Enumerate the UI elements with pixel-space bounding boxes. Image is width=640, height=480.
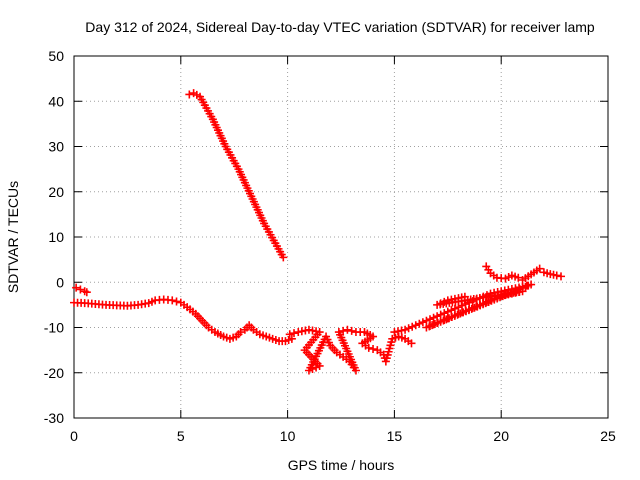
data-point xyxy=(72,283,81,292)
data-point xyxy=(429,320,438,329)
data-point xyxy=(287,334,296,343)
data-point xyxy=(369,344,378,353)
data-point xyxy=(334,328,343,337)
data-point xyxy=(433,300,442,309)
data-point xyxy=(557,272,566,281)
data-point xyxy=(436,317,445,326)
data-point xyxy=(339,326,348,335)
data-point xyxy=(279,253,288,262)
data-point xyxy=(185,90,194,99)
data-point xyxy=(408,322,417,331)
data-point xyxy=(440,297,449,306)
data-point xyxy=(514,273,523,282)
x-axis-label: GPS time / hours xyxy=(288,457,395,473)
data-point xyxy=(450,304,459,313)
data-point xyxy=(465,305,474,314)
data-point xyxy=(447,312,456,321)
data-point xyxy=(552,271,561,280)
data-point xyxy=(433,318,442,327)
x-tick-label: 25 xyxy=(600,428,616,444)
y-tick-label: 30 xyxy=(48,139,64,155)
data-point xyxy=(82,288,91,297)
data-point xyxy=(236,328,245,337)
data-point xyxy=(426,315,434,324)
data-point xyxy=(315,361,324,370)
data-point xyxy=(535,264,544,273)
data-point xyxy=(443,307,452,316)
data-point xyxy=(447,306,456,315)
y-tick-label: -10 xyxy=(44,320,64,336)
x-axis: 0 5 10 15 20 25 xyxy=(70,56,616,444)
data-point xyxy=(436,310,445,319)
data-point xyxy=(460,292,469,301)
y-tick-label: 50 xyxy=(48,48,64,64)
data-point xyxy=(364,343,373,352)
data-point xyxy=(475,300,484,309)
y-tick-label: -30 xyxy=(44,410,64,426)
x-tick-label: 5 xyxy=(177,428,185,444)
grid xyxy=(74,56,608,418)
data-point xyxy=(450,311,459,320)
data-point xyxy=(440,315,449,324)
chart-title: Day 312 of 2024, Sidereal Day-to-day VTE… xyxy=(85,19,595,35)
data-point xyxy=(443,314,452,323)
data-point xyxy=(290,329,299,338)
y-axis: -30 -20 -10 0 10 20 30 40 50 xyxy=(44,48,608,426)
data-point xyxy=(458,308,467,317)
data-point xyxy=(461,306,470,315)
data-point xyxy=(168,296,177,305)
data-point xyxy=(472,302,481,311)
y-axis-label: SDTVAR / TECUs xyxy=(5,181,21,293)
x-tick-label: 0 xyxy=(70,428,78,444)
data-point xyxy=(422,316,431,325)
data-point xyxy=(429,313,438,322)
data-point xyxy=(172,297,181,306)
data-point xyxy=(404,324,413,333)
x-tick-label: 10 xyxy=(280,428,296,444)
data-point xyxy=(426,321,434,330)
data-point xyxy=(415,319,424,328)
data-point xyxy=(454,309,463,318)
data-point xyxy=(482,297,491,306)
data-point xyxy=(422,323,431,332)
data-point xyxy=(411,321,420,330)
data-point xyxy=(407,339,416,348)
data-points xyxy=(70,89,566,375)
y-tick-label: 20 xyxy=(48,184,64,200)
y-tick-label: 40 xyxy=(48,93,64,109)
data-point xyxy=(440,309,449,318)
x-tick-label: 20 xyxy=(493,428,509,444)
y-tick-label: 0 xyxy=(56,274,64,290)
data-point xyxy=(461,300,470,309)
data-point xyxy=(436,299,445,308)
data-point xyxy=(486,296,495,305)
y-tick-label: -20 xyxy=(44,365,64,381)
x-tick-label: 15 xyxy=(387,428,403,444)
data-point xyxy=(401,325,410,334)
y-tick-label: 10 xyxy=(48,229,64,245)
data-point xyxy=(343,325,352,334)
data-point xyxy=(468,303,477,312)
data-point xyxy=(418,318,427,327)
data-point xyxy=(285,330,294,339)
data-point xyxy=(347,326,356,335)
data-point xyxy=(76,285,85,294)
